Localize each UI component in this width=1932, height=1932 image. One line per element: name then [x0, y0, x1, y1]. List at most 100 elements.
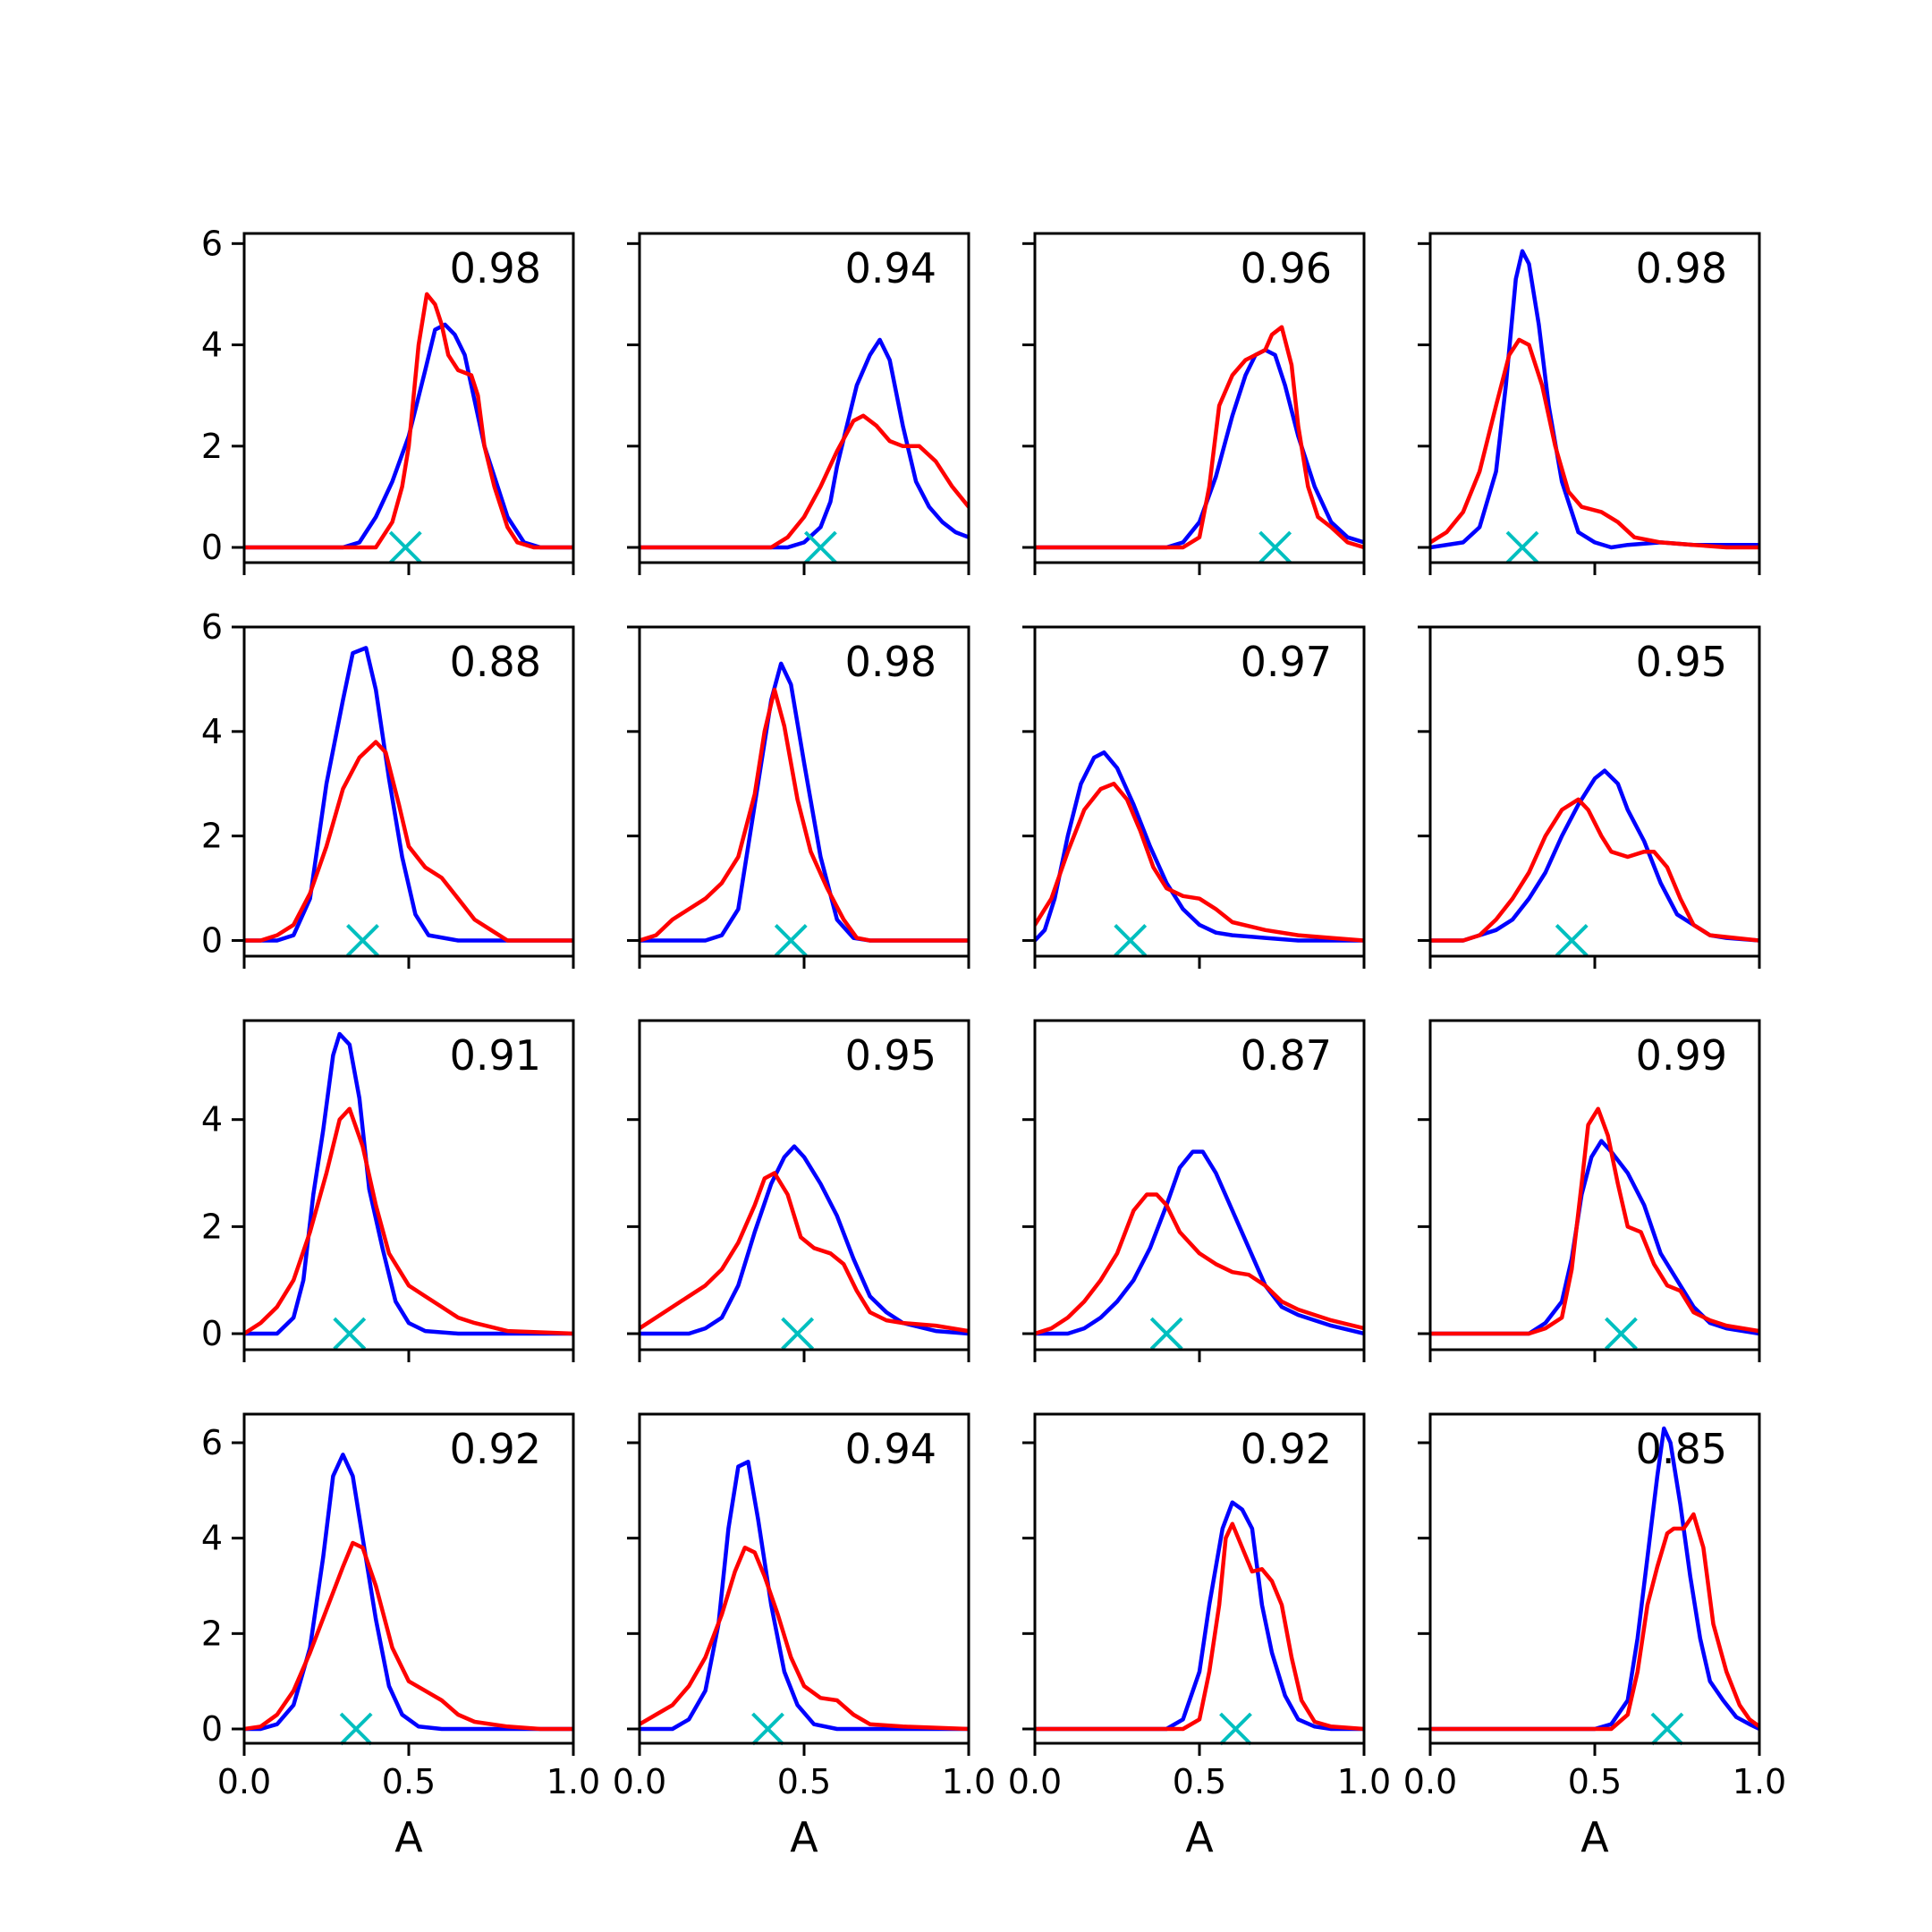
panel-score-label: 0.91 [450, 1031, 541, 1080]
panel: 0.95 [1418, 625, 1761, 969]
x-axis-label: A [1580, 1813, 1609, 1861]
marker-stroke [346, 924, 379, 957]
ground-truth-marker [781, 1317, 815, 1351]
blue-series-line [640, 1144, 969, 1336]
marker-stroke [781, 1317, 815, 1351]
red-series-line [1035, 325, 1364, 550]
x-axis-label: A [790, 1813, 818, 1861]
y-tick-label: 4 [201, 1519, 223, 1558]
ground-truth-marker [1605, 1317, 1638, 1351]
x-axis-label: A [1185, 1813, 1214, 1861]
ground-truth-marker [751, 1712, 784, 1746]
ground-truth-marker [774, 924, 808, 957]
marker-stroke [1605, 1317, 1638, 1351]
x-tick-label: 0.0 [1008, 1762, 1062, 1801]
red-series-line [1035, 781, 1364, 943]
x-tick-label: 0.5 [382, 1762, 436, 1801]
x-tick-label: 1.0 [547, 1762, 600, 1801]
blue-series-line [1035, 1149, 1364, 1336]
red-series-line [640, 1546, 969, 1732]
red-series-line [1430, 1106, 1759, 1336]
panel-score-label: 0.94 [845, 244, 936, 292]
marker-stroke [803, 530, 837, 564]
x-tick-label: 1.0 [1337, 1762, 1391, 1801]
red-series-line [1430, 797, 1759, 943]
ground-truth-marker [346, 924, 379, 957]
y-tick-label: 6 [201, 607, 223, 647]
marker-stroke [1114, 924, 1148, 957]
red-series-line [1430, 337, 1759, 550]
panel: 0.99 [1418, 1019, 1761, 1362]
panel: 0.92 0.0 0.5 1.0 A [1008, 1412, 1391, 1861]
x-tick-label: 0.0 [1403, 1762, 1457, 1801]
blue-series-line [244, 646, 573, 943]
panel-score-label: 0.98 [450, 244, 541, 292]
marker-stroke [1555, 924, 1589, 957]
panel-score-label: 0.96 [1241, 244, 1332, 292]
y-tick-label: 4 [201, 1100, 223, 1140]
blue-series-line [1035, 1500, 1364, 1732]
blue-series-line [640, 1460, 969, 1732]
red-series-line [244, 292, 573, 550]
marker-stroke [1258, 530, 1292, 564]
panel: 0.97 [1022, 625, 1366, 969]
blue-series-line [640, 661, 969, 943]
marker-stroke [1650, 1712, 1684, 1746]
red-series-line [1035, 1192, 1364, 1336]
red-series-line [1430, 1512, 1759, 1732]
red-series-line [640, 687, 969, 943]
blue-series-line [244, 322, 573, 550]
panel: 0.91 0 2 4 [201, 1019, 575, 1362]
blue-series-line [640, 337, 969, 550]
panel-score-label: 0.85 [1636, 1425, 1727, 1473]
ground-truth-marker [1149, 1317, 1183, 1351]
ground-truth-marker [1505, 530, 1539, 564]
panel: 0.94 0.0 0.5 1.0 A [613, 1412, 996, 1861]
x-tick-label: 1.0 [1733, 1762, 1786, 1801]
marker-stroke [1149, 1317, 1183, 1351]
marker-stroke [1505, 530, 1539, 564]
ground-truth-marker [1555, 924, 1589, 957]
panel-score-label: 0.95 [1636, 638, 1727, 686]
ground-truth-marker [388, 530, 422, 564]
panel: 0.92 0 2 4 6 0.0 0.5 1.0 A [201, 1412, 600, 1861]
x-tick-label: 0.5 [1173, 1762, 1226, 1801]
x-tick-label: 1.0 [942, 1762, 996, 1801]
panel-score-label: 0.92 [1241, 1425, 1332, 1473]
ground-truth-marker [1219, 1712, 1252, 1746]
y-tick-label: 0 [201, 528, 223, 567]
y-tick-label: 2 [201, 1207, 223, 1246]
y-tick-label: 4 [201, 712, 223, 751]
y-tick-label: 6 [201, 224, 223, 263]
ground-truth-marker [1258, 530, 1292, 564]
panel-score-label: 0.98 [1636, 244, 1727, 292]
y-tick-label: 6 [201, 1423, 223, 1462]
marker-stroke [751, 1712, 784, 1746]
marker-stroke [339, 1712, 373, 1746]
ground-truth-marker [1650, 1712, 1684, 1746]
blue-series-line [1035, 750, 1364, 943]
panel-score-label: 0.99 [1636, 1031, 1727, 1080]
x-tick-label: 0.5 [777, 1762, 831, 1801]
ground-truth-marker [339, 1712, 373, 1746]
panel: 0.96 [1022, 232, 1366, 575]
panel-score-label: 0.98 [845, 638, 936, 686]
x-tick-label: 0.0 [613, 1762, 666, 1801]
y-tick-label: 4 [201, 326, 223, 365]
marker-stroke [388, 530, 422, 564]
x-tick-label: 0.5 [1568, 1762, 1622, 1801]
red-series-line [244, 1106, 573, 1336]
blue-series-line [1430, 1426, 1759, 1732]
red-series-line [1035, 1521, 1364, 1732]
panel: 0.98 [1418, 232, 1761, 575]
panel-score-label: 0.95 [845, 1031, 936, 1080]
panel: 0.88 0 2 4 6 [201, 607, 575, 969]
panel-score-label: 0.87 [1241, 1031, 1332, 1080]
y-tick-label: 2 [201, 427, 223, 466]
y-tick-label: 2 [201, 817, 223, 856]
panel: 0.87 [1022, 1019, 1366, 1362]
x-tick-label: 0.0 [217, 1762, 271, 1801]
red-series-line [640, 413, 969, 550]
panel-score-label: 0.92 [450, 1425, 541, 1473]
